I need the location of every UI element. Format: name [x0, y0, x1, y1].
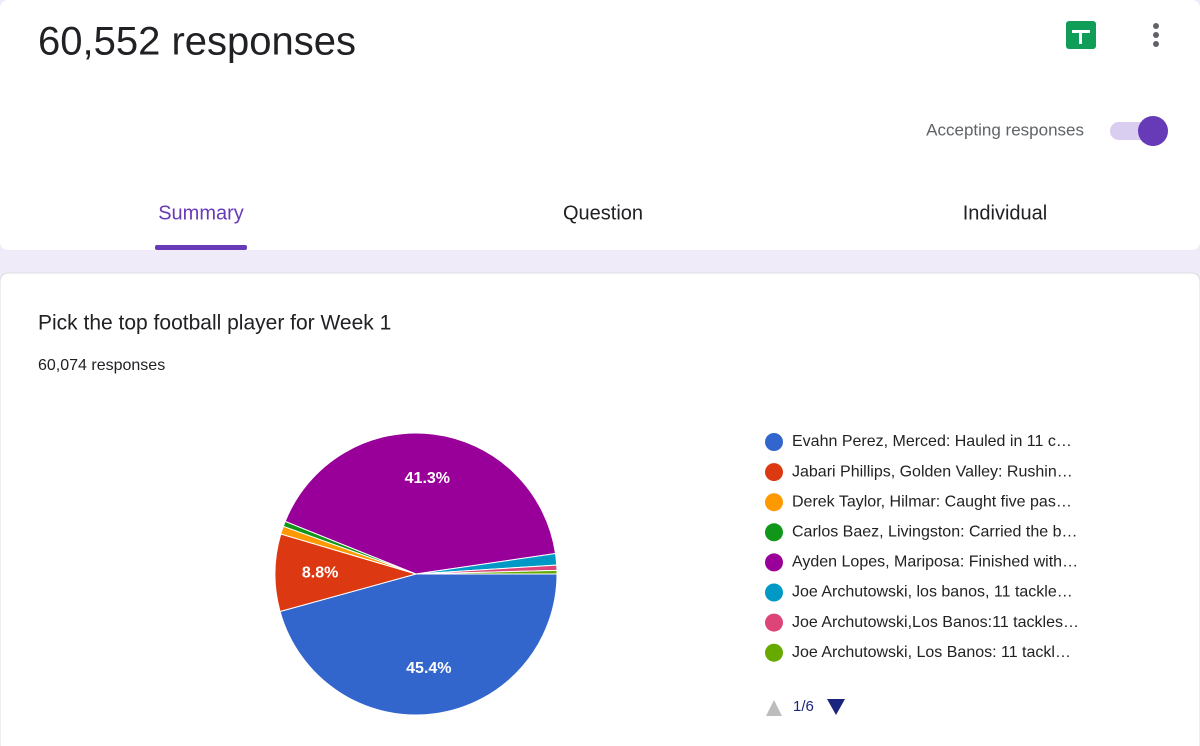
tab[interactable]: Individual — [963, 202, 1048, 224]
pager-label: 1/6 — [793, 698, 814, 715]
legend: Evahn Perez, Merced: Hauled in 11 c… Jaba… — [765, 433, 1079, 662]
legend-label: Joe Archutowski,Los Banos:11 tackles… — [792, 614, 1079, 631]
legend-label: Carlos Baez, Livingston: Carried the b… — [792, 524, 1077, 541]
legend-swatch — [765, 463, 783, 482]
tab[interactable]: Question — [563, 202, 643, 224]
legend-swatch — [765, 433, 783, 451]
pie-slice — [415, 569, 558, 575]
more-menu[interactable] — [1153, 23, 1159, 47]
legend-label: Jabari Phillips, Golden Valley: Rushin… — [792, 463, 1073, 480]
pager-next[interactable] — [827, 699, 845, 715]
legend-label: Ayden Lopes, Mariposa: Finished with… — [792, 554, 1078, 571]
legend-label: Joe Archutowski, los banos, 11 tackle… — [792, 584, 1073, 601]
pie-slice — [279, 573, 558, 716]
pie-chart: 45.4% 8.8% 41.3% — [274, 432, 558, 716]
slice-label: 41.3% — [405, 470, 450, 487]
header-card — [0, 0, 1200, 250]
page-title: 60,552 responses — [38, 20, 356, 64]
tab[interactable]: Summary — [158, 202, 244, 224]
slice-label: 45.4% — [406, 660, 451, 677]
question-title: Pick the top football player for Week 1 — [38, 312, 391, 335]
legend-swatch — [765, 643, 783, 662]
legend-swatch — [765, 523, 783, 542]
legend-label: Joe Archutowski, Los Banos: 11 tackl… — [792, 644, 1071, 661]
legend-swatch — [765, 583, 783, 602]
slice-label: 8.8% — [302, 564, 338, 581]
response-count: 60,074 responses — [38, 357, 165, 374]
sheets-icon[interactable] — [1066, 21, 1096, 49]
accepting-toggle[interactable] — [1110, 116, 1168, 146]
pager-prev[interactable] — [766, 700, 782, 716]
legend-swatch — [765, 613, 783, 632]
tab-underline — [155, 245, 247, 250]
legend-label: Evahn Perez, Merced: Hauled in 11 c… — [792, 433, 1072, 450]
pie-slice — [284, 432, 557, 575]
legend-swatch — [765, 493, 783, 512]
accepting-label: Accepting responses — [926, 120, 1084, 139]
legend-swatch — [765, 553, 783, 572]
legend-label: Derek Taylor, Hilmar: Caught five pas… — [792, 493, 1072, 510]
